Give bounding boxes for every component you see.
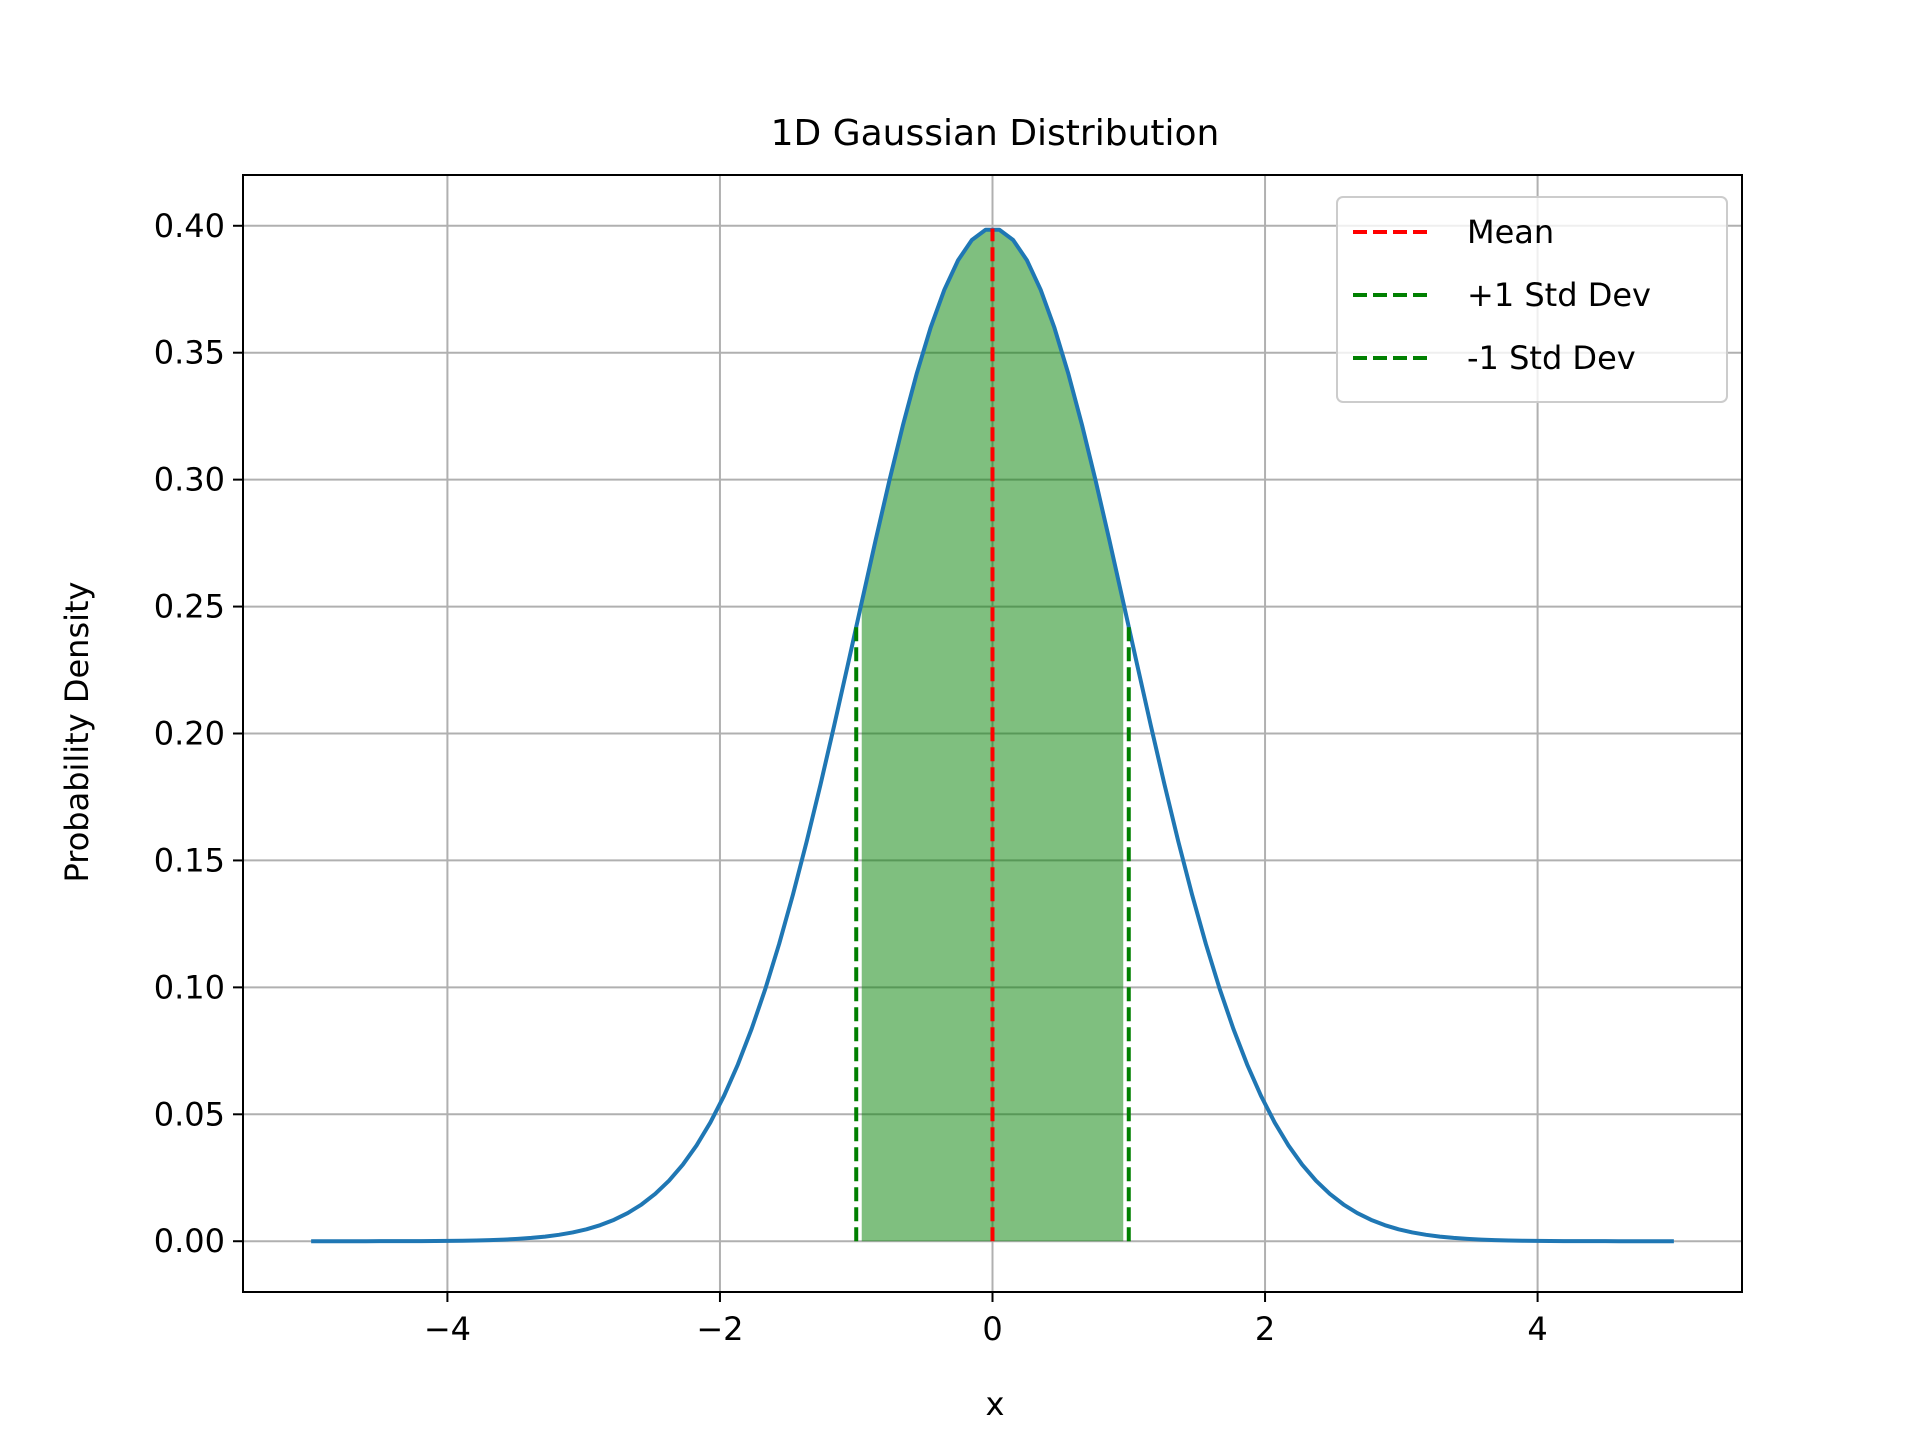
chart-title: 1D Gaussian Distribution — [771, 113, 1220, 154]
legend-label: Mean — [1467, 213, 1554, 251]
reference-lines-layer — [854, 228, 1131, 1242]
y-tick-label: 0.25 — [154, 588, 225, 626]
y-axis-ticks: 0.00 0.05 0.10 0.15 0.20 0.25 0.30 0.35 0.40 — [154, 207, 243, 1260]
y-tick-label: 0.10 — [154, 968, 225, 1006]
y-tick-label: 0.00 — [154, 1222, 225, 1260]
y-tick-label: 0.15 — [154, 841, 225, 879]
y-tick-label: 0.30 — [154, 461, 225, 499]
x-tick-label: −4 — [424, 1310, 471, 1348]
x-axis-ticks: −4 −2 0 2 4 — [424, 1292, 1548, 1348]
legend-label: -1 Std Dev — [1467, 339, 1636, 377]
y-tick-label: 0.05 — [154, 1095, 225, 1133]
x-tick-label: 4 — [1527, 1310, 1547, 1348]
legend: Mean +1 Std Dev -1 Std Dev — [1336, 196, 1728, 403]
legend-label: +1 Std Dev — [1467, 276, 1651, 314]
y-axis-label: Probability Density — [58, 582, 96, 883]
x-tick-label: −2 — [696, 1310, 743, 1348]
x-tick-label: 0 — [982, 1310, 1002, 1348]
y-tick-label: 0.35 — [154, 334, 225, 372]
legend-box — [1336, 196, 1728, 403]
y-tick-label: 0.20 — [154, 715, 225, 753]
x-axis-label: x — [986, 1385, 1005, 1423]
y-tick-label: 0.40 — [154, 207, 225, 245]
x-tick-label: 2 — [1255, 1310, 1275, 1348]
